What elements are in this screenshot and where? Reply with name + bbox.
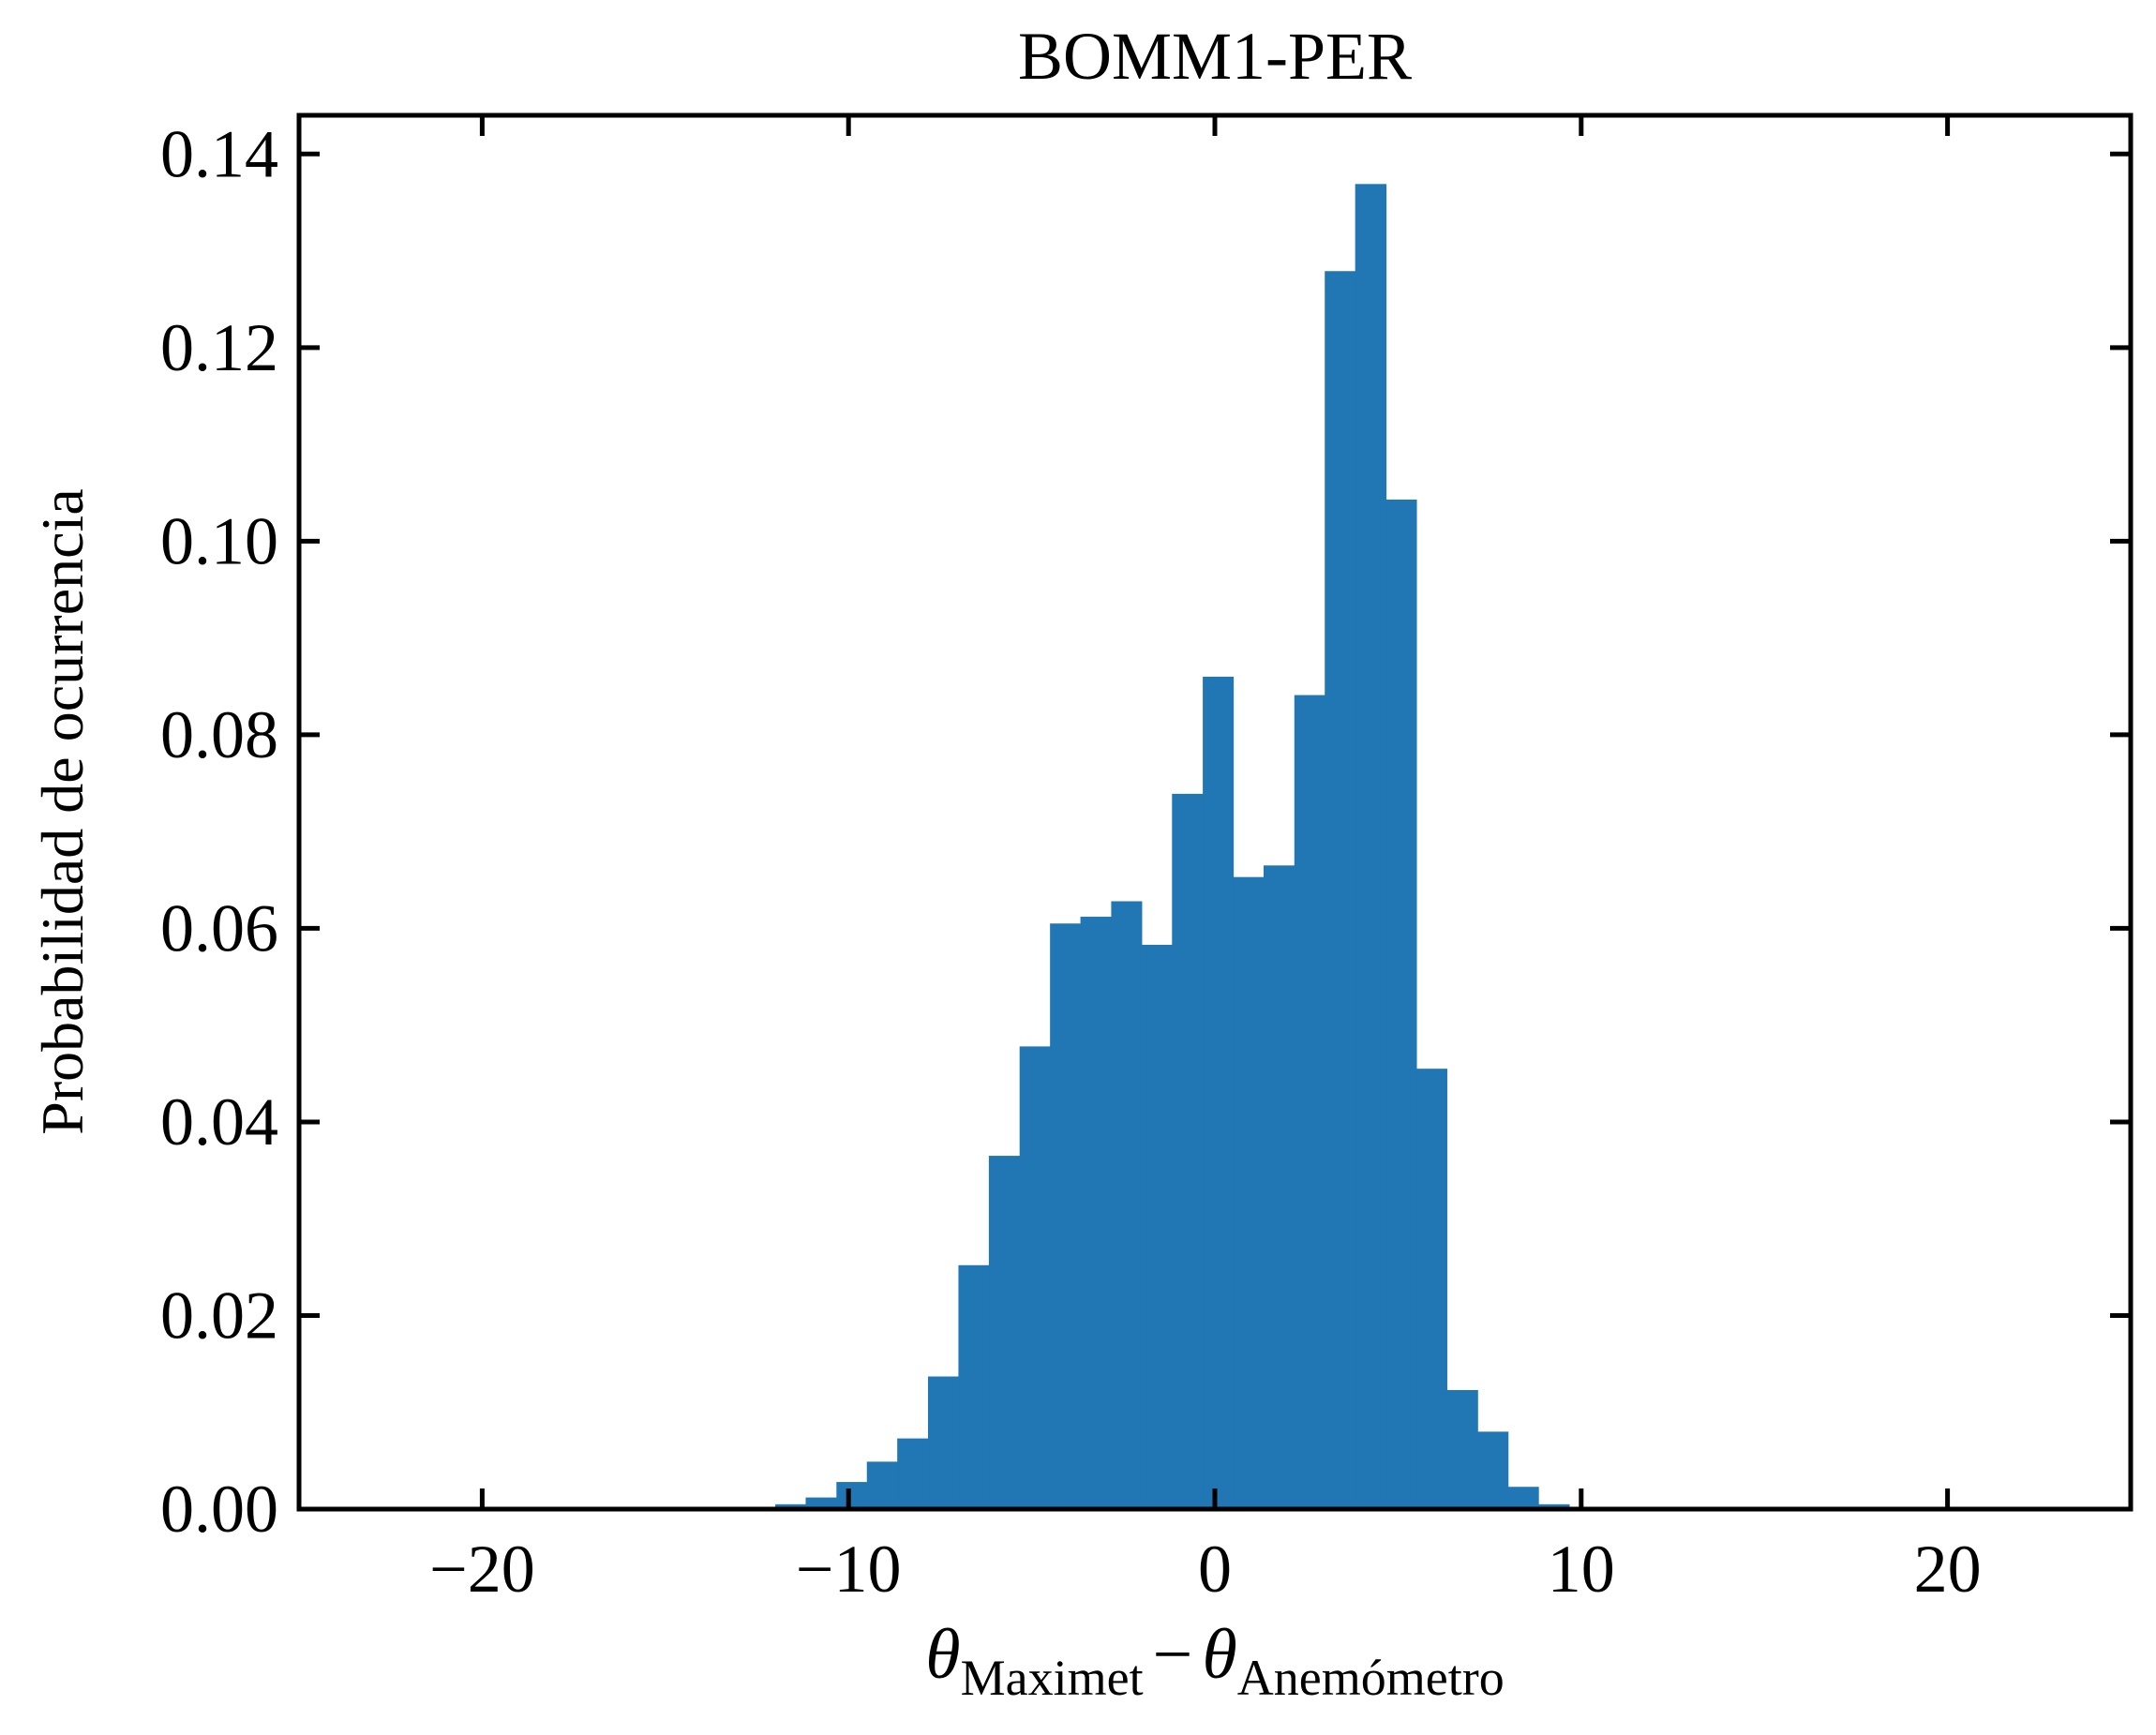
x-tick-label: −20 (429, 1532, 535, 1607)
histogram-bar (1446, 1389, 1478, 1509)
x-axis-theta-2: θ (1202, 1615, 1236, 1694)
histogram-bars (775, 184, 1600, 1509)
histogram-bar (1477, 1431, 1509, 1509)
histogram-bar (1294, 695, 1325, 1509)
histogram-bar (958, 1264, 990, 1509)
y-tick-label: 0.00 (160, 1472, 278, 1547)
histogram-bar (1080, 917, 1113, 1509)
histogram-bar (1111, 901, 1143, 1509)
histogram-bar (805, 1497, 837, 1509)
x-tick-label: 0 (1198, 1532, 1232, 1607)
x-tick-label: 10 (1548, 1532, 1615, 1607)
histogram-bar (1355, 184, 1387, 1509)
x-tick-labels: −20 −10 0 10 20 (429, 1532, 1982, 1607)
histogram-bar (897, 1438, 929, 1509)
x-axis-subscript-anemometro: Anemómetro (1237, 1650, 1505, 1706)
x-axis-subscript-maximet: Maximet (961, 1650, 1144, 1706)
histogram-bar (775, 1503, 807, 1509)
x-axis-theta-1: θ (925, 1615, 960, 1694)
y-tick-label: 0.14 (160, 116, 278, 191)
histogram-bar (1172, 793, 1204, 1509)
histogram-bar (988, 1156, 1021, 1509)
histogram-bar (1507, 1487, 1539, 1509)
y-tick-label: 0.06 (160, 890, 278, 965)
x-axis-minus: − (1153, 1615, 1193, 1694)
y-tick-label: 0.08 (160, 697, 278, 772)
histogram-bar (1325, 271, 1356, 1509)
y-tick-label: 0.12 (160, 310, 278, 385)
x-tick-label: 20 (1914, 1532, 1982, 1607)
histogram-bar (1141, 944, 1173, 1509)
histogram-bar (1233, 876, 1265, 1509)
histogram-bar (1050, 923, 1082, 1509)
histogram-bar (1415, 1069, 1447, 1509)
plot-frame (296, 112, 2134, 1512)
histogram-bar (928, 1376, 960, 1509)
y-tick-label: 0.02 (160, 1278, 278, 1353)
x-axis-label: θMaximet − θAnemómetro (925, 1615, 1504, 1706)
histogram-bar (1263, 865, 1295, 1509)
y-axis-label: Probabilidad de ocurrencia (29, 488, 96, 1135)
histogram-bar (866, 1461, 898, 1509)
y-tick-labels: 0.00 0.02 0.04 0.06 0.08 0.10 0.12 0.14 (160, 116, 278, 1547)
y-tick-label: 0.10 (160, 503, 278, 578)
histogram-bar (836, 1482, 868, 1509)
histogram-bar (1385, 499, 1417, 1509)
x-tick-label: −10 (796, 1532, 902, 1607)
histogram-bar (1538, 1503, 1570, 1509)
histogram-bar (1019, 1046, 1051, 1509)
y-tick-label: 0.04 (160, 1084, 278, 1159)
chart-title: BOMM1-PER (1018, 19, 1412, 94)
histogram-bar (1203, 676, 1235, 1509)
